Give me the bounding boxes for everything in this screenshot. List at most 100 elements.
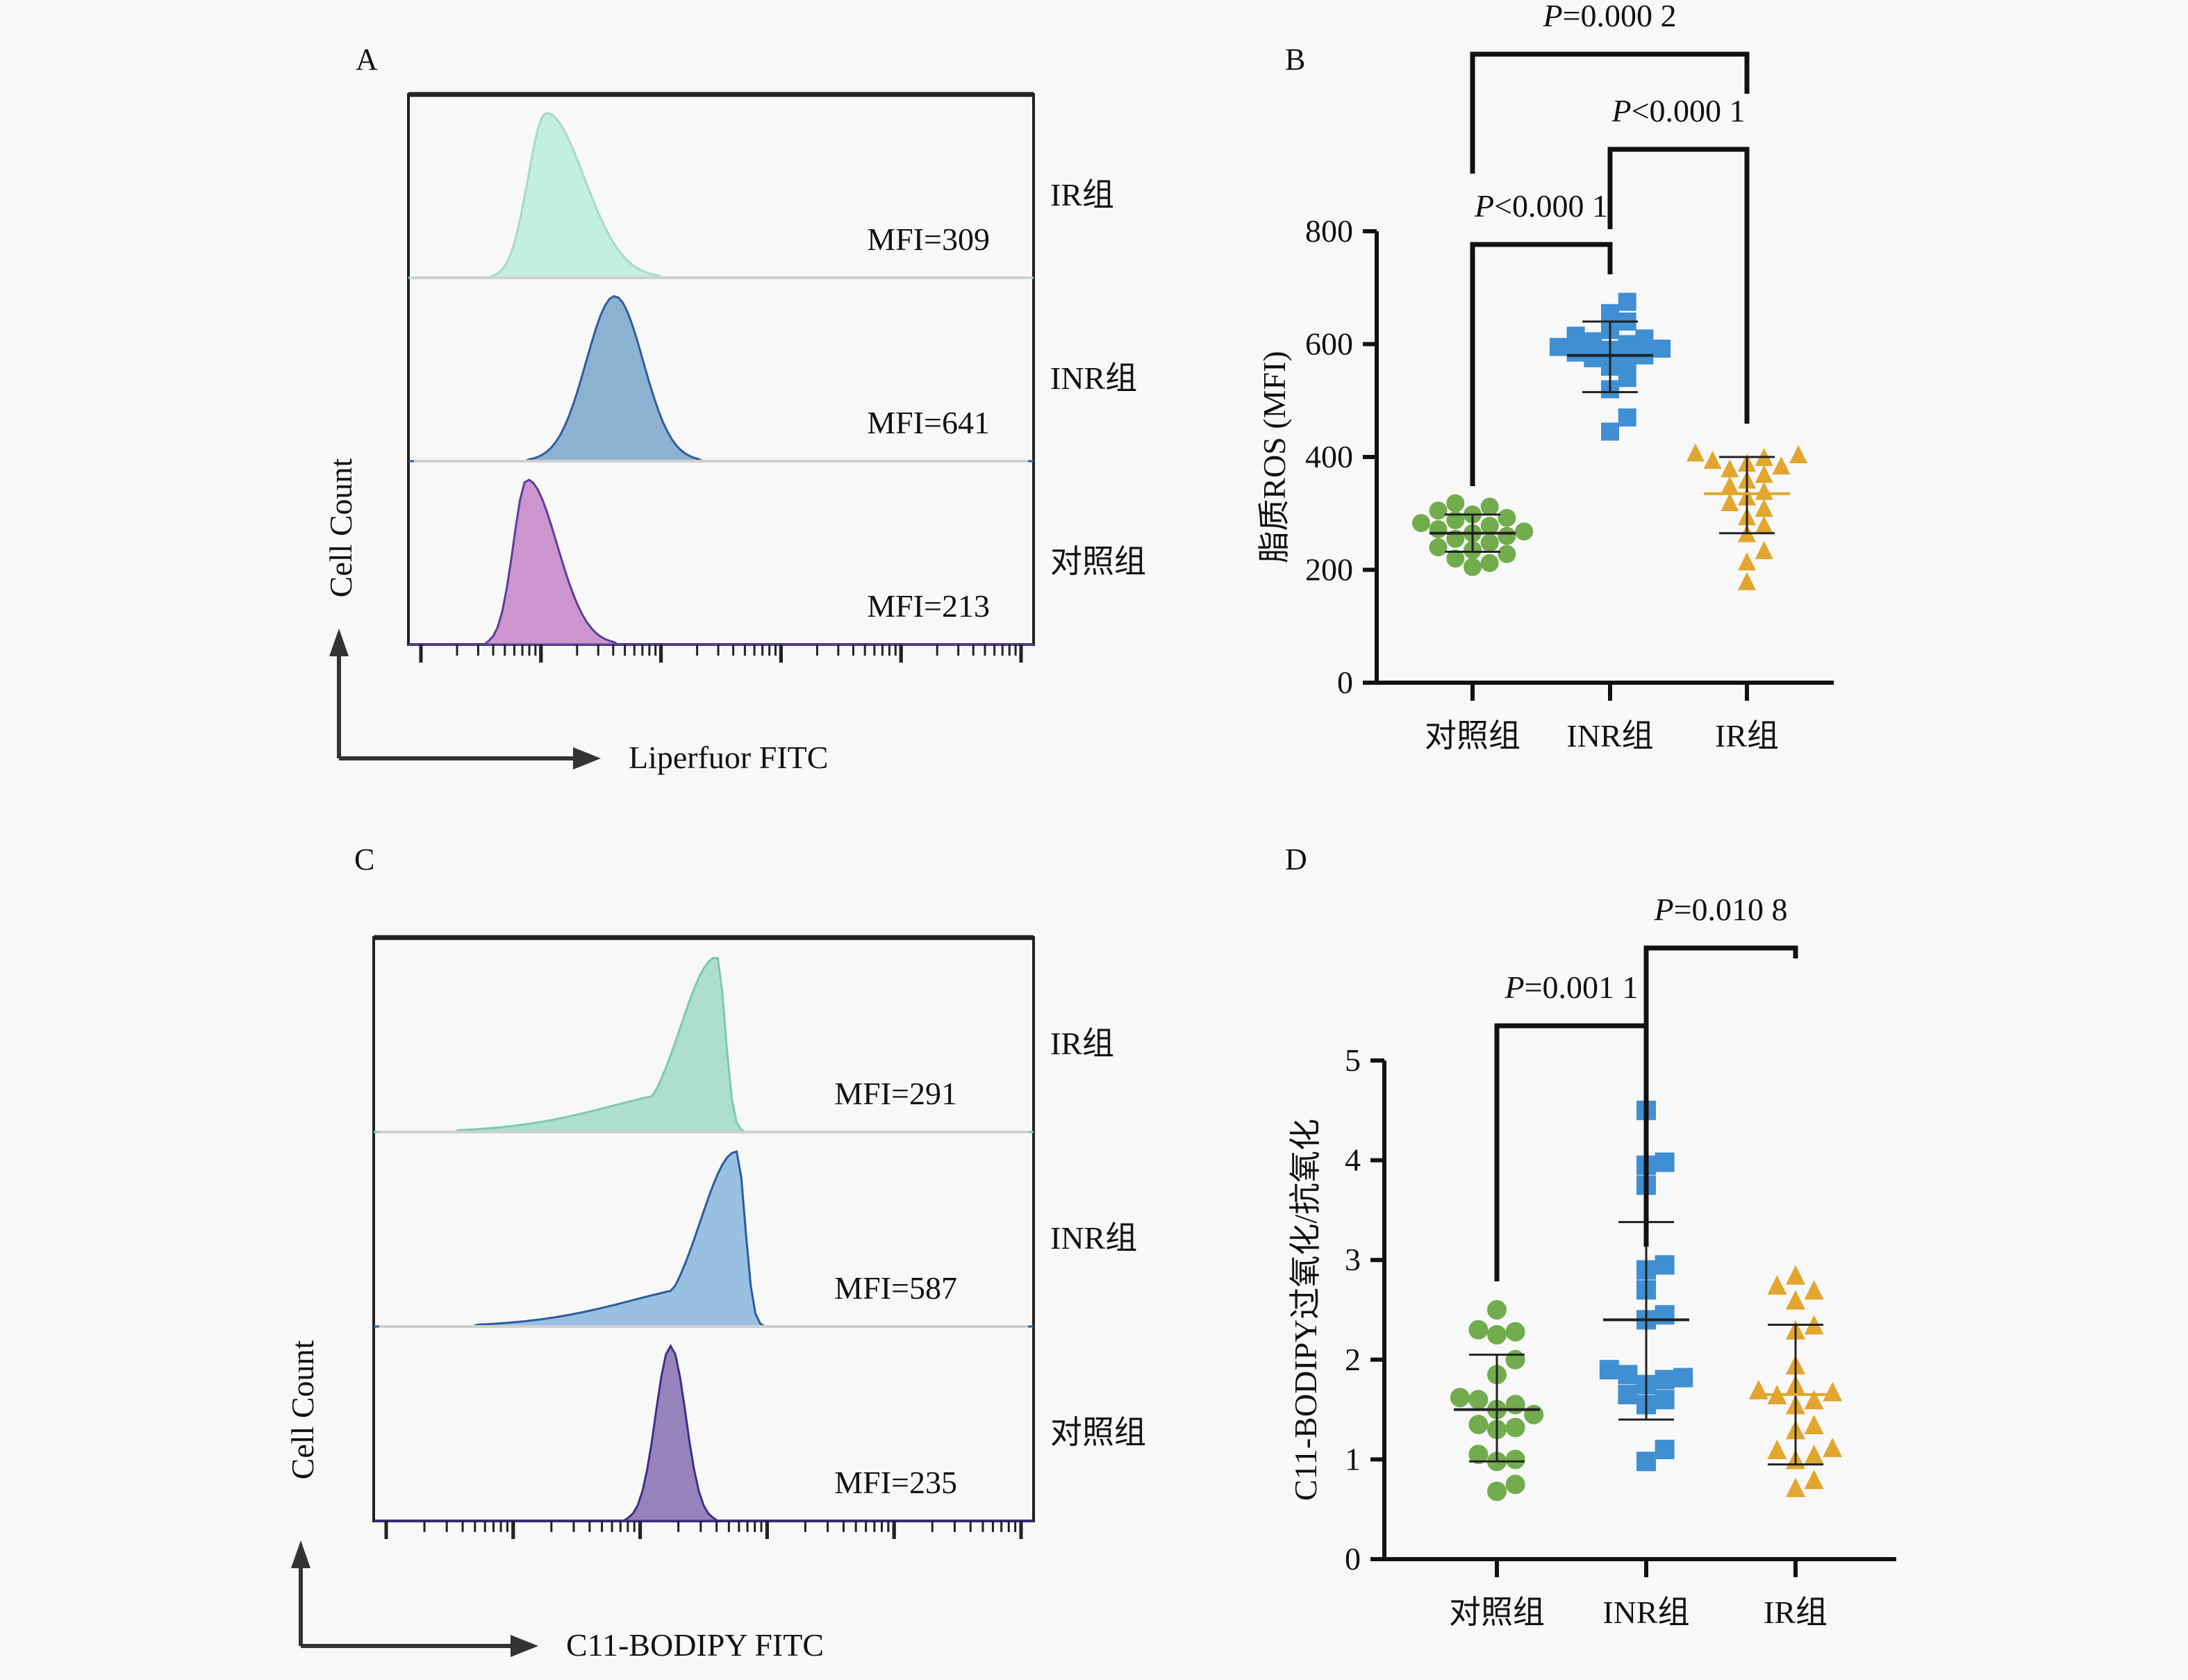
data-point	[1703, 451, 1722, 469]
data-point	[1618, 369, 1636, 388]
data-point	[1446, 511, 1465, 529]
y-tick-label: 800	[1305, 213, 1353, 249]
y-tick-label: 5	[1345, 1042, 1361, 1078]
data-point	[1618, 1365, 1638, 1385]
data-point	[1655, 1370, 1675, 1390]
data-point	[1738, 552, 1756, 571]
panel-label-b: B	[1285, 42, 1305, 76]
data-point	[1411, 514, 1430, 533]
data-point	[1468, 1320, 1489, 1340]
x-arrow-head	[573, 747, 601, 770]
data-point	[1618, 408, 1636, 427]
x-arrow-head	[511, 1635, 538, 1657]
p-value-label: P=0.010 8	[1653, 892, 1787, 927]
data-point	[1601, 422, 1619, 441]
panel-label-d: D	[1285, 842, 1307, 876]
data-point	[1804, 1415, 1824, 1435]
y-axis-label: Cell Count	[285, 1340, 320, 1479]
data-point	[1480, 497, 1499, 516]
y-tick-label: 2	[1345, 1342, 1361, 1377]
data-point	[1446, 494, 1465, 513]
data-point	[1823, 1438, 1843, 1458]
data-point	[1429, 501, 1448, 520]
data-point	[1652, 340, 1671, 358]
data-point	[1468, 1415, 1489, 1435]
data-point	[1498, 526, 1516, 545]
significance-bracket	[1470, 242, 1613, 486]
data-point	[1618, 1385, 1638, 1405]
data-point	[1755, 481, 1773, 500]
data-point	[1429, 538, 1448, 556]
panel-label-c: C	[354, 842, 374, 876]
data-point	[1789, 444, 1808, 463]
data-point	[1468, 1390, 1489, 1410]
panel-label-a: A	[356, 42, 378, 76]
x-axis-label: Liperfuor FITC	[629, 740, 828, 775]
data-point	[1515, 522, 1534, 541]
data-point	[1755, 499, 1773, 517]
mfi-label: MFI=235	[834, 1465, 957, 1500]
data-point	[1566, 343, 1585, 362]
y-tick-label: 0	[1345, 1541, 1361, 1577]
histogram-panel-a: MFI=309 IR组 MFI=641 INR组 MFI=213 对照组 Liperfuor…	[323, 92, 1146, 775]
histogram-panel-c: MFI=291 IR组 MFI=587 INR组 MFI=235 对照组 C11-BODIP…	[285, 935, 1146, 1663]
data-point	[1498, 508, 1516, 527]
group-label: INR组	[1050, 360, 1137, 396]
data-point	[1721, 459, 1739, 478]
y-tick-label: 600	[1305, 326, 1353, 362]
data-point	[1767, 1440, 1787, 1460]
data-point	[1804, 1390, 1824, 1410]
mfi-label: MFI=213	[867, 588, 990, 624]
x-tick-label: IR组	[1715, 718, 1779, 754]
data-point	[1804, 1470, 1824, 1490]
p-value-label: P<0.000 1	[1474, 188, 1608, 224]
data-point	[1721, 476, 1739, 494]
group-label: INR组	[1050, 1220, 1137, 1256]
y-tick-label: 4	[1345, 1142, 1361, 1178]
x-tick-label: IR组	[1764, 1595, 1828, 1630]
data-point	[1618, 292, 1636, 311]
y-tick-label: 400	[1305, 439, 1353, 474]
data-point	[1786, 1477, 1805, 1497]
y-tick-label: 3	[1345, 1242, 1361, 1277]
significance-bracket	[1494, 1023, 1649, 1281]
data-point	[1655, 1390, 1675, 1410]
data-point	[1823, 1381, 1843, 1402]
data-point	[1584, 332, 1602, 351]
data-point	[1487, 1481, 1507, 1502]
data-point	[1480, 517, 1499, 535]
x-tick-label: 对照组	[1449, 1595, 1545, 1630]
data-point	[1446, 549, 1465, 568]
x-axis-label: C11-BODIPY FITC	[566, 1627, 824, 1663]
data-point	[1786, 1265, 1805, 1285]
data-point	[1524, 1404, 1544, 1424]
data-point	[1755, 541, 1773, 560]
scatter-panel-b: 0 200 400 600 800 脂质ROS (MFI) 对照组 INR组 IR组 P<0.00…	[1257, 0, 1834, 754]
p-value-label: P=0.000 2	[1542, 0, 1676, 33]
data-point	[1721, 493, 1739, 511]
p-value-label: P=0.001 1	[1504, 970, 1638, 1005]
data-point	[1636, 1452, 1656, 1472]
y-axis-label: 脂质ROS (MFI)	[1257, 351, 1292, 563]
data-point	[1635, 329, 1654, 348]
data-point	[1786, 1290, 1805, 1310]
data-point	[1450, 1388, 1470, 1408]
x-tick-label: 对照组	[1425, 718, 1520, 754]
data-point	[1755, 515, 1773, 534]
y-axis-label: C11-BODIPY过氧化/抗氧化	[1288, 1119, 1323, 1501]
data-point	[1505, 1395, 1525, 1415]
data-point	[1767, 1275, 1787, 1295]
data-point	[1480, 533, 1499, 552]
y-tick-label: 200	[1305, 552, 1353, 588]
y-arrow-head	[329, 629, 349, 656]
data-point	[1549, 338, 1568, 356]
data-point	[1464, 558, 1482, 576]
x-tick-label: INR组	[1602, 1595, 1689, 1630]
data-point	[1498, 544, 1516, 563]
data-point	[1429, 520, 1448, 538]
data-point	[1505, 1474, 1525, 1495]
p-value-label: P<0.000 1	[1611, 93, 1745, 128]
data-point	[1599, 1360, 1619, 1380]
y-axis-label: Cell Count	[323, 458, 358, 597]
